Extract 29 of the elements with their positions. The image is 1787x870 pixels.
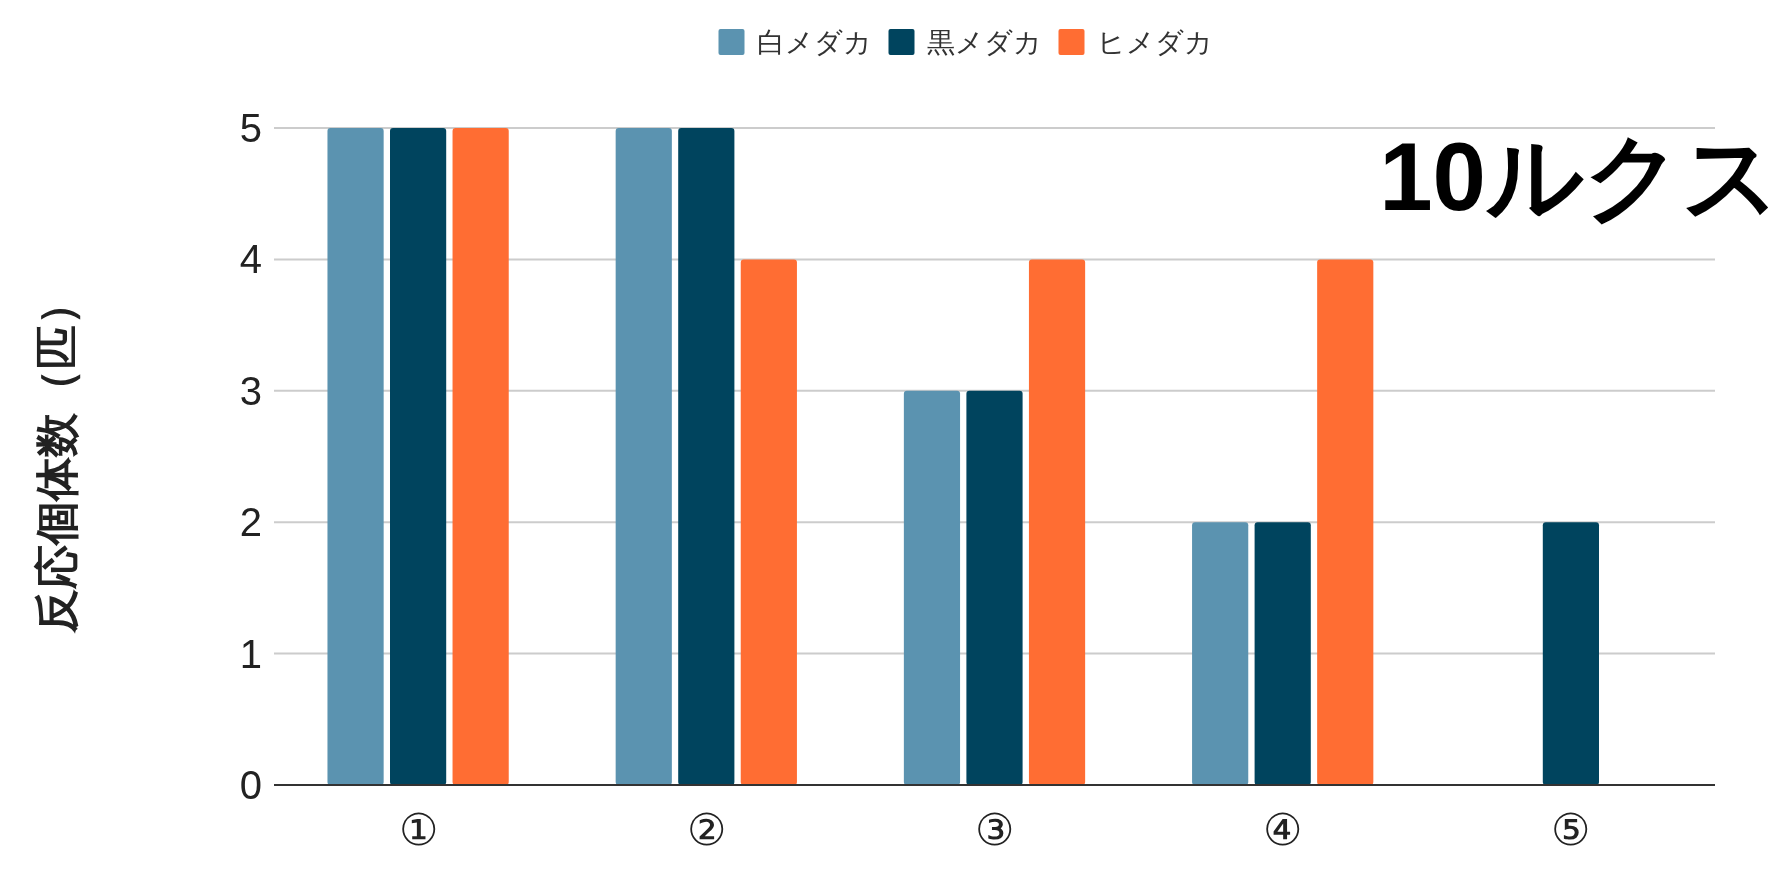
y-tick-label: 2 xyxy=(239,500,262,545)
x-tick-label: ⑤ xyxy=(1551,805,1591,854)
x-tick-label: ③ xyxy=(975,805,1014,854)
bar xyxy=(966,390,1023,785)
legend-label: ヒメダカ xyxy=(1096,27,1213,58)
y-axis-title: 反応個体数（匹） xyxy=(32,280,81,634)
bar xyxy=(452,128,509,785)
bar xyxy=(1192,522,1249,785)
bar xyxy=(390,128,447,785)
bar xyxy=(1542,522,1599,785)
legend-label: 黒メダカ xyxy=(926,27,1042,58)
y-tick-label: 4 xyxy=(239,237,262,282)
y-tick-label: 0 xyxy=(239,763,262,807)
y-tick-label: 1 xyxy=(239,631,262,676)
y-tick-label: 5 xyxy=(239,106,262,150)
bar xyxy=(740,259,797,785)
bar xyxy=(615,128,672,785)
x-tick-label: ① xyxy=(398,805,438,854)
y-tick-label: 3 xyxy=(239,368,262,413)
bar xyxy=(327,128,384,785)
x-tick-label: ② xyxy=(686,805,726,854)
bar xyxy=(678,128,735,785)
bar xyxy=(1254,522,1311,785)
bar xyxy=(1028,259,1086,785)
bar xyxy=(903,390,961,785)
legend-label: 白メダカ xyxy=(756,27,872,58)
chart-title: 10ルクス xyxy=(1379,123,1780,230)
bar xyxy=(1317,259,1374,785)
x-tick-label: ④ xyxy=(1263,805,1303,854)
